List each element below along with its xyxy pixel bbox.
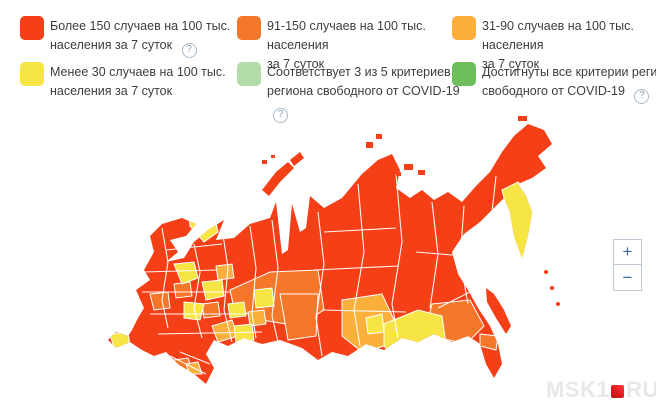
legend-swatch-light-green (237, 62, 261, 86)
map-region-novaya-zemlya[interactable] (262, 152, 304, 196)
map-region-crimea[interactable] (109, 331, 131, 349)
legend-label-line: Менее 30 случаев на 100 тыс. (50, 65, 226, 79)
legend-label-line: 91-150 случаев на 100 тыс. населения (267, 19, 426, 52)
legend-item-red: Более 150 случаев на 100 тыс. населения … (20, 16, 255, 58)
watermark-suffix: RU (626, 377, 656, 402)
legend-label-line: Соответствует 3 из 5 критериев (267, 65, 451, 79)
map-region-eu-yellow-4[interactable] (227, 301, 247, 319)
help-icon[interactable]: ? (634, 88, 650, 104)
legend-label-line: 31-90 случаев на 100 тыс. населения (482, 19, 634, 52)
legend-swatch-green (452, 62, 476, 86)
map-region-eu-orange-2[interactable] (201, 301, 221, 319)
map-svg[interactable] (66, 112, 646, 402)
map-region-eu-orange-1[interactable] (149, 291, 171, 311)
map-region-eu-amber-1[interactable] (215, 263, 235, 281)
map-region-eu-orange-3[interactable] (173, 281, 193, 299)
legend-label-line: за 7 суток (482, 57, 540, 71)
zoom-in-button[interactable]: + (614, 240, 641, 265)
legend-label-line: Достигнуты все критерии региона (482, 65, 656, 79)
legend-item-amber: 31-90 случаев на 100 тыс. населения за 7… (452, 16, 656, 74)
legend-item-yellow: Менее 30 случаев на 100 тыс. населения з… (20, 62, 255, 101)
map-region-eu-yellow-3[interactable] (183, 301, 205, 321)
map-region-eu-yellow-1[interactable] (173, 261, 199, 285)
msk1ru-watermark: MSK1 RU (546, 377, 656, 403)
legend-label-line: населения за 7 суток (50, 84, 173, 98)
help-icon[interactable]: ? (273, 107, 288, 123)
legend-swatch-yellow (20, 62, 44, 86)
legend-label: 31-90 случаев на 100 тыс. населения за 7… (482, 16, 656, 74)
legend-label: Более 150 случаев на 100 тыс. населения … (50, 16, 255, 58)
map-region-volga-yellow-2[interactable] (233, 323, 255, 343)
legend-label-line: региона свободного от COVID-19 (267, 84, 460, 98)
map-region-jewish-ao[interactable] (479, 333, 499, 351)
legend-label-line: Более 150 случаев на 100 тыс. (50, 19, 231, 33)
legend-label: Соответствует 3 из 5 критериев региона с… (267, 62, 472, 123)
watermark-prefix: MSK1 (546, 377, 610, 402)
legend-item-light-green: Соответствует 3 из 5 критериев региона с… (237, 62, 472, 123)
map-region-altai-mountains[interactable] (365, 313, 385, 335)
legend-swatch-orange (237, 16, 261, 40)
legend-swatch-red (20, 16, 44, 40)
map-region-eu-yellow-2[interactable] (201, 279, 225, 301)
legend-label: Достигнуты все критерии региона свободно… (482, 62, 656, 104)
map-region-sakhalin[interactable] (486, 288, 511, 334)
legend-label-line: населения за 7 суток (50, 38, 173, 52)
legend-label-line: свободного от COVID-19 (482, 84, 625, 98)
legend-label: 91-150 случаев на 100 тыс. населения за … (267, 16, 472, 74)
map-region-kuril-islands[interactable] (544, 270, 560, 306)
map-region-arctic-islands[interactable] (262, 116, 527, 176)
map-region-volga-yellow-1[interactable] (253, 287, 275, 309)
help-icon[interactable]: ? (181, 42, 197, 58)
map-region-omsk[interactable] (279, 293, 319, 341)
map-region-eu-amber-2[interactable] (247, 309, 267, 327)
legend-label-line: за 7 суток (267, 57, 325, 71)
legend-label: Менее 30 случаев на 100 тыс. населения з… (50, 62, 255, 101)
region-borders (142, 173, 497, 375)
legend-item-green: Достигнуты все критерии региона свободно… (452, 62, 656, 104)
map-region-kamchatka[interactable] (501, 181, 535, 264)
map-zoom-control: + − (613, 239, 642, 291)
legend-item-orange: 91-150 случаев на 100 тыс. населения за … (237, 16, 472, 74)
watermark-red-square-icon (611, 384, 625, 398)
legend-swatch-amber (452, 16, 476, 40)
russia-covid-map[interactable] (66, 112, 646, 402)
zoom-out-button[interactable]: − (614, 265, 641, 290)
